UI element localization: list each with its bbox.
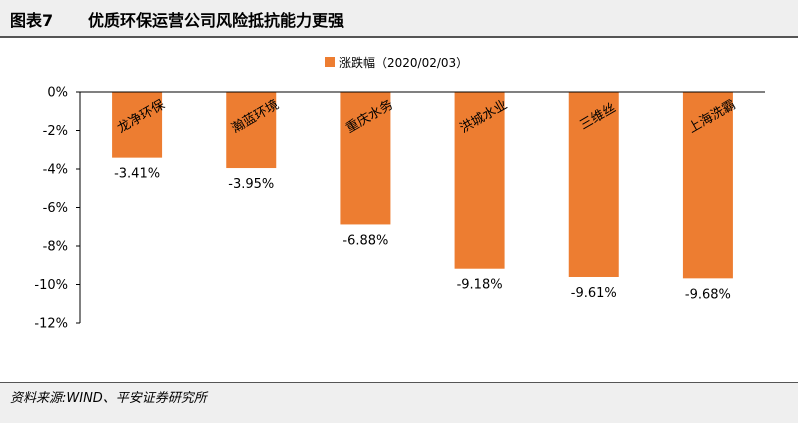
bar [112, 92, 163, 158]
data-label: -9.61% [571, 286, 617, 301]
data-label: -9.68% [685, 287, 731, 302]
bar [568, 92, 619, 277]
y-tick-label: -8% [43, 240, 68, 255]
bar [682, 92, 733, 279]
source-note: 资料来源:WIND、平安证券研究所 [10, 391, 207, 406]
data-label: -3.95% [228, 177, 274, 192]
y-tick-label: -2% [43, 124, 68, 139]
bar [454, 92, 505, 269]
figure-header: 图表7 优质环保运营公司风险抵抗能力更强 [0, 0, 798, 38]
data-label: -9.18% [457, 278, 503, 293]
figure-footer: 资料来源:WIND、平安证券研究所 [0, 382, 798, 423]
y-tick-label: -10% [34, 278, 68, 293]
y-tick-label: -4% [43, 163, 68, 178]
y-tick-label: -6% [43, 201, 68, 216]
y-tick-label: 0% [47, 86, 68, 101]
data-label: -6.88% [342, 233, 388, 248]
bar [340, 92, 391, 225]
figure-number: 图表7 [10, 11, 54, 30]
bar-chart: 涨跌幅（2020/02/03） 0% -2% -4% -6% -8% -10% -12% -3.… [34, 55, 765, 332]
data-label: -3.41% [114, 167, 160, 182]
bar [226, 92, 277, 169]
legend-swatch [325, 57, 335, 67]
figure-title: 优质环保运营公司风险抵抗能力更强 [88, 11, 345, 30]
y-tick-label: -12% [34, 317, 68, 332]
legend-label: 涨跌幅（2020/02/03） [339, 55, 468, 70]
